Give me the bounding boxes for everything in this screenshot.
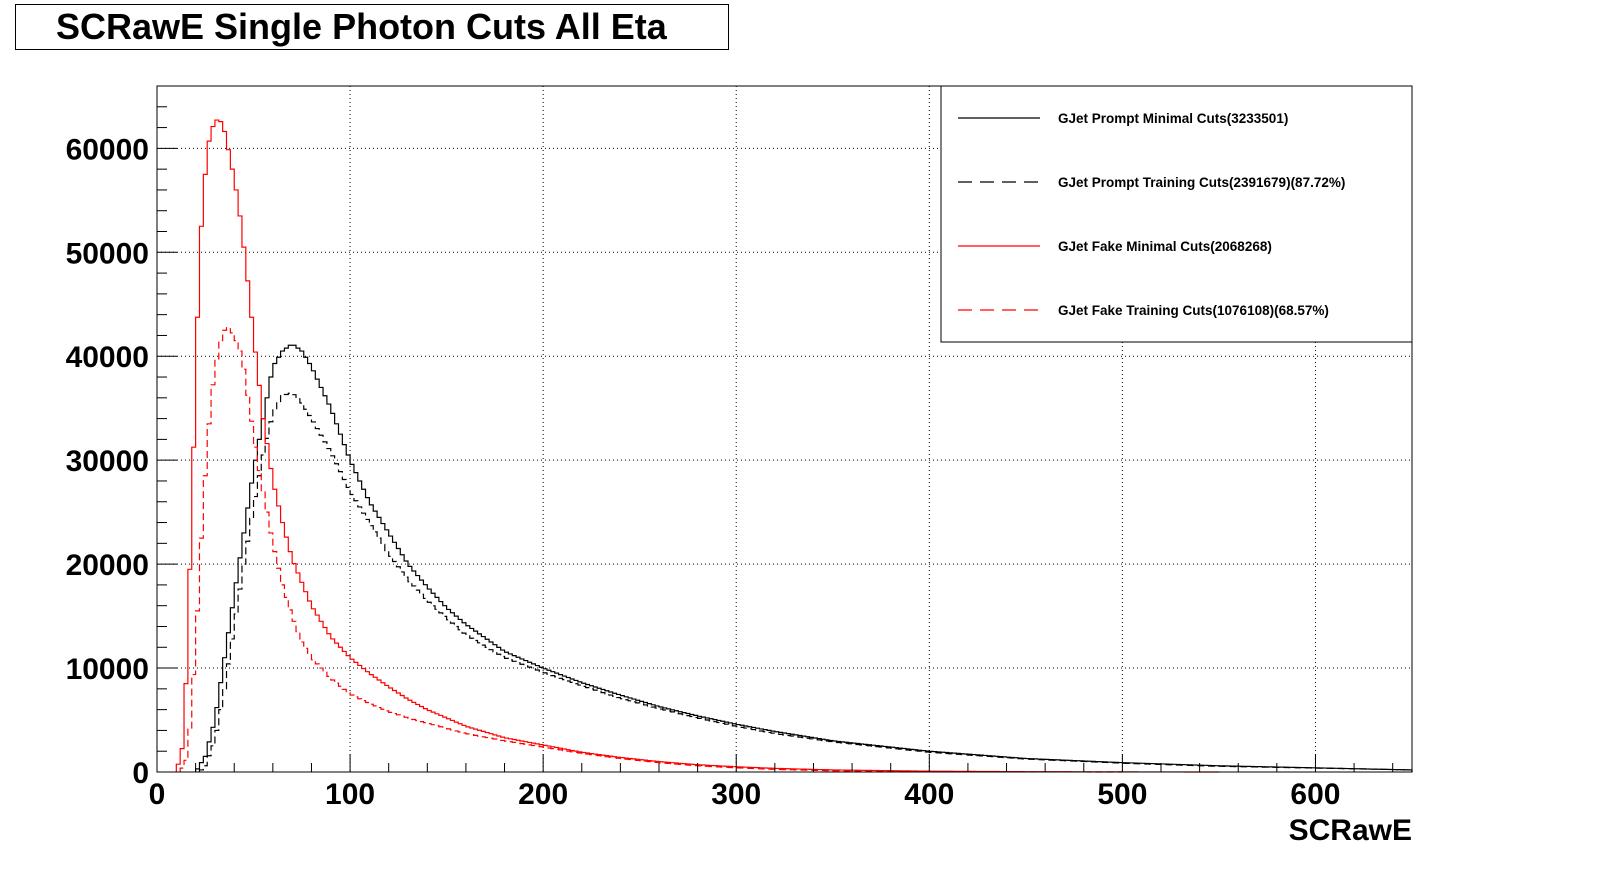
x-axis-label: SCRawE <box>1289 814 1412 847</box>
x-tick-label: 100 <box>325 778 375 811</box>
y-tick-label: 60000 <box>66 133 149 166</box>
y-tick-label: 0 <box>132 757 149 790</box>
chart-title: SCRawE Single Photon Cuts All Eta <box>56 6 667 47</box>
series-line-0 <box>195 344 1413 772</box>
axes: 0 100 200 300 400 500 600 0 10000 20000 30000 40000… <box>66 85 1394 811</box>
plot-frame <box>156 85 1413 773</box>
legend-label-0: GJet Prompt Minimal Cuts(3233501) <box>1058 111 1288 126</box>
y-tick-label: 50000 <box>66 237 149 270</box>
x-tick-label: 300 <box>711 778 761 811</box>
y-tick-label: 30000 <box>66 445 149 478</box>
legend-label-2: GJet Fake Minimal Cuts(2068268) <box>1058 239 1272 254</box>
x-tick-label: 400 <box>904 778 954 811</box>
chart-title-box: SCRawE Single Photon Cuts All Eta <box>15 4 729 50</box>
legend-box <box>940 85 1413 343</box>
legend-label-3: GJet Fake Training Cuts(1076108)(68.57%) <box>1058 303 1329 318</box>
series-line-1 <box>198 392 1413 772</box>
x-tick-label: 600 <box>1290 778 1340 811</box>
x-tick-label: 500 <box>1097 778 1147 811</box>
legend-label-1: GJet Prompt Training Cuts(2391679)(87.72… <box>1058 175 1345 190</box>
x-tick-label: 200 <box>518 778 568 811</box>
legend: GJet Prompt Minimal Cuts(3233501) GJet Pr… <box>940 85 1413 343</box>
y-tick-label: 40000 <box>66 341 149 374</box>
x-tick-label: 0 <box>149 778 166 811</box>
y-tick-label: 10000 <box>66 653 149 686</box>
y-tick-label: 20000 <box>66 549 149 582</box>
